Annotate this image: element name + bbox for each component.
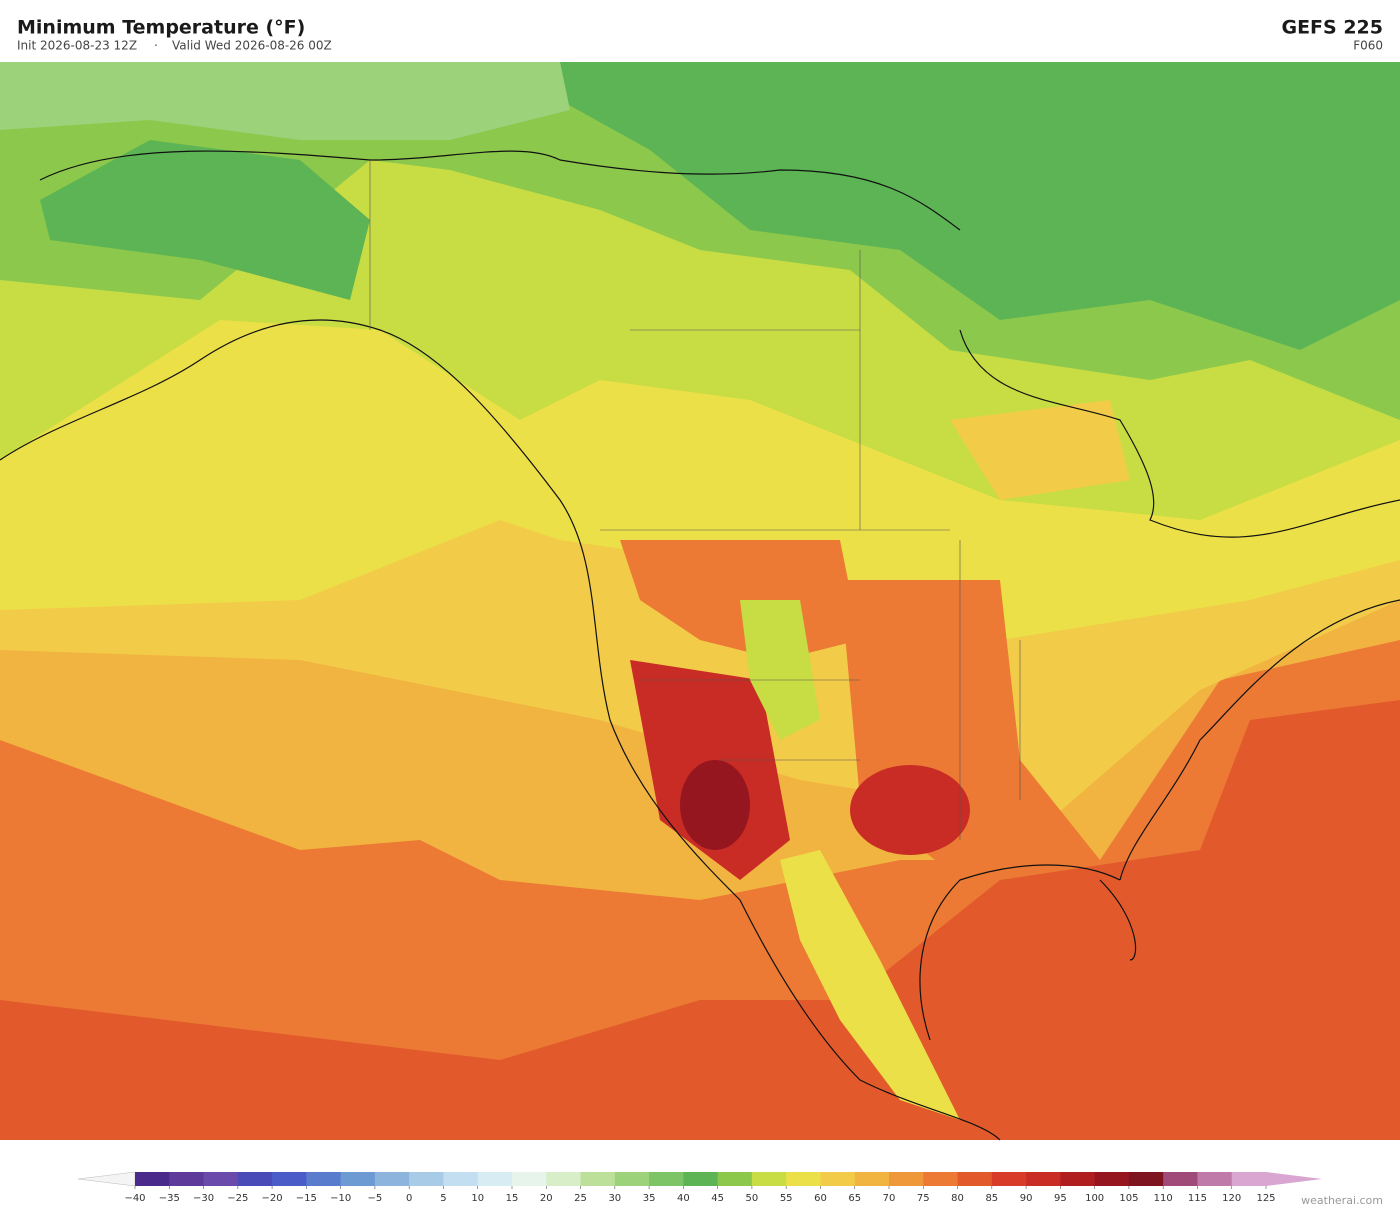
colorbar-tick-label: 10	[471, 1193, 484, 1204]
colorbar-tick-label: 35	[643, 1193, 656, 1204]
colorbar-tick-label: −15	[296, 1193, 317, 1204]
temperature-region	[950, 400, 1130, 500]
colorbar-tick-label: −20	[262, 1193, 283, 1204]
colorbar-swatch	[272, 1172, 307, 1186]
colorbar-swatch	[409, 1172, 444, 1186]
colorbar-tick-label: −25	[227, 1193, 248, 1204]
map-title: Minimum Temperature (°F)	[17, 17, 305, 39]
valid-time: Valid Wed 2026-08-26 00Z	[172, 39, 332, 53]
colorbar-under	[77, 1171, 136, 1187]
colorbar-tick-label: 45	[711, 1193, 724, 1204]
colorbar: −40 −35 −30 −25 −20 −15 −10 −5 0 5 10 15 20 25 30 35 40 4…	[77, 1171, 1322, 1204]
colorbar-swatch	[340, 1172, 376, 1186]
temperature-region	[850, 765, 970, 855]
colorbar-swatch	[1026, 1172, 1061, 1186]
temperature-region	[40, 140, 370, 300]
border	[369, 160, 1021, 840]
colorbar-tick-label: 75	[917, 1193, 930, 1204]
colorbar-tick-label: 110	[1154, 1193, 1173, 1204]
colorbar-swatch	[649, 1172, 684, 1186]
colorbar-tick-label: −5	[368, 1193, 383, 1204]
colorbar-tick-label: −10	[330, 1193, 351, 1204]
model-name: GEFS 225	[1281, 17, 1383, 39]
temperature-region	[680, 760, 750, 850]
init-time: Init 2026-08-23 12Z	[17, 39, 137, 53]
colorbar-swatch	[751, 1172, 787, 1186]
coastline	[0, 150, 1400, 1141]
colorbar-tick-label: 115	[1188, 1193, 1207, 1204]
watermark: weatherai.com	[1301, 1194, 1383, 1207]
colorbar-tick-label: −35	[159, 1193, 180, 1204]
colorbar-tick-label: 100	[1085, 1193, 1104, 1204]
colorbar-tick-label: −30	[193, 1193, 214, 1204]
colorbar-swatch	[443, 1172, 479, 1186]
temperature-region	[560, 62, 1400, 350]
colorbar-tick-label: 0	[406, 1193, 412, 1204]
colorbar-swatch	[1094, 1172, 1130, 1186]
colorbar-swatch	[957, 1172, 993, 1186]
colorbar-tick-label: 125	[1256, 1193, 1275, 1204]
colorbar-swatch	[580, 1172, 616, 1186]
colorbar-tick-label: −40	[124, 1193, 145, 1204]
colorbar-tick-label: 120	[1222, 1193, 1241, 1204]
colorbar-tick-label: 60	[814, 1193, 827, 1204]
colorbar-tick-label: 95	[1054, 1193, 1067, 1204]
colorbar-over	[1266, 1172, 1322, 1186]
colorbar-swatch	[820, 1172, 856, 1186]
colorbar-tick-label: 70	[883, 1193, 896, 1204]
colorbar-swatch	[135, 1172, 170, 1186]
colorbar-tick-label: 105	[1119, 1193, 1138, 1204]
colorbar-swatch	[512, 1172, 547, 1186]
colorbar-tick-label: 65	[848, 1193, 861, 1204]
colorbar-swatch	[786, 1172, 821, 1186]
colorbar-tick-label: 25	[574, 1193, 587, 1204]
colorbar-swatch	[683, 1172, 719, 1186]
colorbar-swatch	[374, 1172, 410, 1186]
colorbar-swatch	[169, 1172, 205, 1186]
colorbar-swatch	[1128, 1172, 1164, 1186]
colorbar-swatch	[1231, 1172, 1267, 1186]
temperature-region	[0, 62, 570, 140]
colorbar-swatch	[1163, 1172, 1198, 1186]
temperature-region	[780, 850, 960, 1120]
colorbar-swatch	[889, 1172, 924, 1186]
separator: ·	[154, 39, 158, 53]
colorbar-tick-label: 85	[985, 1193, 998, 1204]
colorbar-swatch	[717, 1172, 753, 1186]
colorbar-swatch	[546, 1172, 582, 1186]
colorbar-tick-label: 40	[677, 1193, 690, 1204]
colorbar-swatch	[1060, 1172, 1096, 1186]
colorbar-swatch	[991, 1172, 1027, 1186]
colorbar-swatch	[237, 1172, 273, 1186]
forecast-hour: F060	[1353, 39, 1383, 53]
colorbar-tick-label: 30	[608, 1193, 621, 1204]
colorbar-tick-label: 20	[540, 1193, 553, 1204]
colorbar-swatch	[1197, 1172, 1233, 1186]
colorbar-tick-label: 80	[951, 1193, 964, 1204]
colorbar-tick-label: 5	[440, 1193, 446, 1204]
temperature-region	[740, 600, 820, 740]
colorbar-swatch	[203, 1172, 239, 1186]
colorbar-tick-label: 55	[780, 1193, 793, 1204]
colorbar-tick-label: 15	[506, 1193, 519, 1204]
colorbar-swatch	[854, 1172, 890, 1186]
colorbar-swatch	[614, 1172, 650, 1186]
colorbar-swatch	[923, 1172, 959, 1186]
colorbar-swatch	[306, 1172, 342, 1186]
colorbar-tick-label: 50	[746, 1193, 759, 1204]
map	[0, 62, 1400, 1141]
colorbar-swatch	[477, 1172, 513, 1186]
colorbar-tick-label: 90	[1020, 1193, 1033, 1204]
